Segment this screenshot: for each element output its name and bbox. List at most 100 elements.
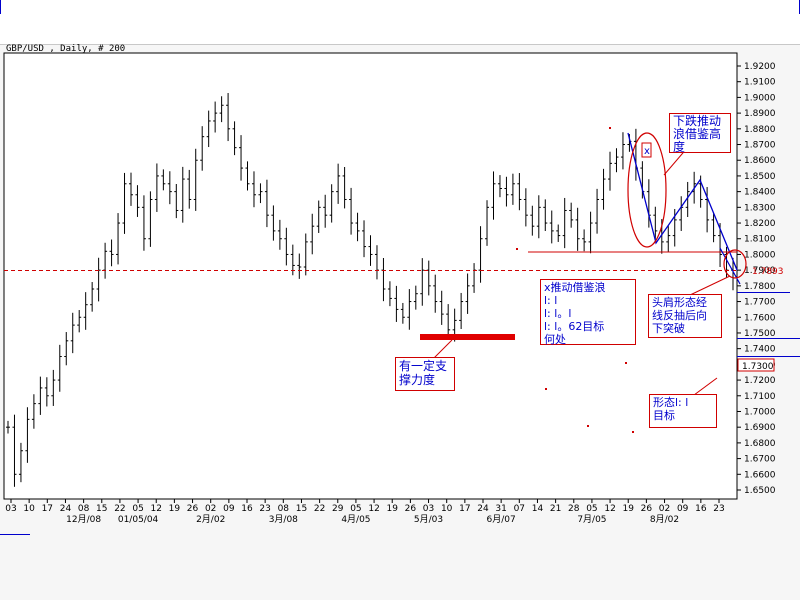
ohlc-bar: [271, 205, 276, 241]
x-tick-label: 05: [350, 504, 361, 514]
y-tick-label: 1.7200: [744, 376, 776, 386]
ohlc-bar: [336, 163, 341, 204]
y-tick-label: 1.8700: [744, 141, 776, 151]
y-tick-label: 1.6600: [744, 470, 776, 480]
x-month-label: 2月/02: [196, 514, 225, 525]
ohlc-bar: [355, 212, 360, 242]
ohlc-bar: [595, 188, 600, 234]
red-dots: [516, 127, 634, 433]
ohlc-bar: [297, 253, 302, 279]
x-month-label: 7月/05: [577, 514, 606, 525]
ohlc-bar: [232, 121, 237, 156]
x-tick-label: 19: [623, 504, 635, 514]
ohlc-bar: [323, 194, 328, 228]
y-tick-label: 1.6700: [744, 455, 776, 465]
x-month-label: 12月/08: [66, 514, 101, 525]
ohlc-bar: [167, 171, 172, 205]
ohlc-bar: [433, 274, 438, 313]
ohlc-bar: [122, 172, 127, 234]
ohlc-bar: [711, 213, 716, 243]
y-tick-label: 1.9200: [744, 62, 776, 72]
x-tick-label: 28: [568, 504, 580, 514]
ohlc-bar: [310, 213, 315, 255]
y-tick-label: 1.8000: [744, 250, 776, 260]
x-tick-label: 14: [532, 504, 544, 514]
ohlc-bar: [148, 191, 153, 247]
ohlc-bar: [543, 199, 548, 232]
ohlc-bar: [141, 195, 146, 251]
ohlc-bar: [245, 161, 250, 191]
ohlc-bar: [206, 110, 211, 148]
x-tick-label: 26: [187, 504, 199, 514]
x-month-label: 8月/02: [650, 514, 679, 525]
ohlc-bar: [83, 292, 88, 330]
ohlc-bar: [536, 195, 541, 239]
ohlc-bar: [18, 442, 23, 483]
x-tick-label: 26: [641, 504, 653, 514]
x-tick-label: 29: [332, 504, 344, 514]
ohlc-bar: [64, 332, 69, 366]
x-tick-label: 07: [514, 504, 525, 514]
support-note: 有一定支 撑力度: [395, 357, 455, 391]
x-tick-label: 02: [659, 504, 670, 514]
ohlc-bar: [685, 181, 690, 218]
x-tick-label: 23: [713, 504, 724, 514]
ohlc-bar: [264, 179, 269, 228]
ohlc-bar: [491, 171, 496, 220]
ohlc-bar: [57, 344, 62, 392]
x-tick-label: 05: [586, 504, 597, 514]
y-tick-label: 1.7700: [744, 298, 776, 308]
ohlc-bar: [549, 210, 554, 244]
y-tick-label: 1.9100: [744, 78, 776, 88]
ohlc-bar: [575, 207, 580, 251]
x-tick-label: 08: [78, 504, 90, 514]
ohlc-bar: [90, 282, 95, 312]
time-axis: 03 10 17 24 08 15 22 05 12 19 26 02 09 16 23 08 15 22 29 05…: [5, 499, 725, 525]
ohlc-bar: [154, 163, 159, 212]
x-tick-label: 09: [223, 504, 235, 514]
ohlc-bar: [161, 169, 166, 191]
x-tick-label: 24: [477, 504, 489, 514]
x-mark: x: [644, 146, 650, 157]
target-marker: 1.7300: [742, 362, 774, 372]
y-tick-label: 1.8600: [744, 156, 776, 166]
x-tick-label: 09: [677, 504, 689, 514]
ohlc-bar: [6, 420, 10, 434]
y-tick-label: 1.9000: [744, 93, 776, 103]
y-tick-label: 1.8100: [744, 235, 776, 245]
ohlc-bar: [620, 132, 625, 170]
ohlc-bar: [517, 173, 522, 211]
ohlc-bar: [277, 219, 282, 250]
impulse-wave-line: [627, 132, 738, 271]
ohlc-bar: [251, 171, 256, 208]
ohlc-bar: [135, 185, 140, 217]
ohlc-bar: [446, 304, 451, 340]
target-note: 形态l: l 目标: [649, 394, 717, 428]
x-tick-label: 19: [387, 504, 399, 514]
x-tick-label: 12: [368, 504, 379, 514]
ohlc-bar: [420, 258, 425, 306]
ohlc-bar: [569, 202, 574, 228]
y-tick-label: 1.8800: [744, 125, 776, 135]
ohlc-bar: [258, 183, 263, 204]
ohlc-bar: [510, 173, 515, 205]
x-tick-label: 26: [405, 504, 417, 514]
ohlc-bar: [556, 224, 561, 242]
y-tick-label: 1.7000: [744, 407, 776, 417]
ohlc-bar: [485, 200, 490, 246]
ohlc-bar: [44, 377, 49, 407]
ohlc-bar: [38, 376, 43, 415]
y-tick-label: 1.7800: [744, 282, 776, 292]
ohlc-bar: [601, 168, 606, 210]
y-tick-label: 1.8900: [744, 109, 776, 119]
y-tick-label: 1.6900: [744, 423, 776, 433]
ohlc-bar: [349, 187, 354, 235]
x-tick-label: 10: [441, 504, 453, 514]
x-tick-label: 12: [604, 504, 615, 514]
y-tick-label: 1.8500: [744, 172, 776, 182]
ohlc-bar: [614, 148, 619, 173]
ohlc-bar: [362, 220, 367, 258]
ohlc-bar: [582, 229, 587, 252]
ohlc-bar: [116, 213, 121, 265]
ohlc-bar: [497, 175, 502, 198]
